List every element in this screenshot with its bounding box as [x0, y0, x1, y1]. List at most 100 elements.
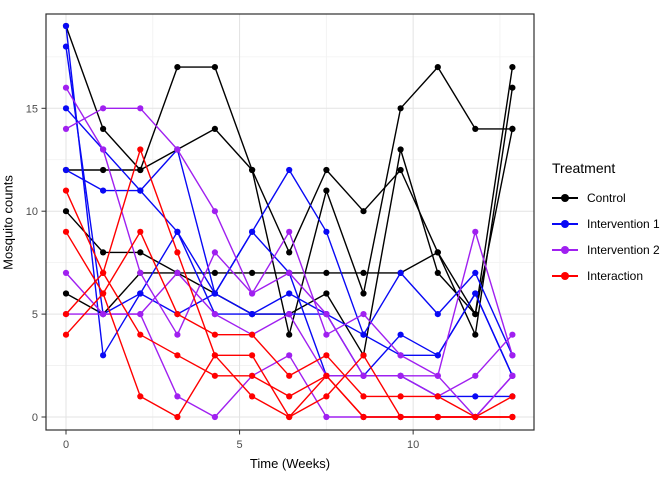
data-point	[360, 413, 367, 421]
data-point	[62, 269, 70, 276]
data-point	[286, 413, 293, 421]
data-point	[137, 311, 144, 318]
data-point	[62, 166, 70, 174]
data-point	[509, 352, 516, 359]
data-point	[323, 290, 330, 297]
data-point	[323, 331, 330, 338]
x-axis-title: Time (Weeks)	[249, 456, 331, 471]
data-point	[249, 393, 256, 400]
data-point	[62, 208, 70, 215]
data-point	[323, 393, 330, 400]
y-tick-label: 15	[26, 103, 38, 115]
data-point	[397, 146, 404, 153]
legend-key-intervention-1	[552, 217, 578, 231]
data-point	[360, 311, 367, 318]
data-point	[286, 331, 293, 338]
data-point	[211, 331, 218, 338]
legend-item-interaction: Interaction	[552, 263, 660, 289]
data-point	[249, 331, 256, 338]
legend-item-control: Control	[552, 185, 660, 211]
data-point	[211, 125, 218, 132]
data-point	[286, 372, 293, 379]
data-point	[249, 228, 256, 235]
data-point	[211, 208, 218, 215]
data-point	[360, 290, 367, 297]
legend-dot-swatch	[561, 272, 569, 280]
data-point	[100, 187, 107, 194]
y-tick-label: 5	[32, 309, 38, 321]
data-point	[137, 105, 144, 112]
data-point	[397, 331, 404, 338]
data-point	[137, 187, 144, 194]
data-point	[472, 372, 479, 379]
data-point	[137, 290, 144, 297]
data-point	[323, 352, 330, 359]
data-point	[286, 352, 293, 359]
legend-label-intervention-1: Intervention 1	[587, 217, 660, 231]
data-point	[323, 372, 330, 379]
data-point	[62, 22, 70, 30]
data-point	[509, 372, 516, 379]
legend: Treatment Control Intervention 1 Interve…	[552, 160, 660, 289]
data-point	[509, 64, 516, 71]
data-point	[323, 228, 330, 235]
data-point	[211, 249, 218, 256]
data-point	[62, 228, 70, 235]
legend-dot-swatch	[561, 194, 569, 202]
data-point	[62, 84, 70, 91]
data-point	[472, 269, 479, 276]
data-point	[286, 393, 293, 400]
data-point	[434, 269, 441, 276]
data-point	[211, 290, 218, 297]
data-point	[509, 125, 516, 132]
data-point	[286, 269, 293, 276]
legend-dot-swatch	[561, 220, 569, 228]
data-point	[137, 269, 144, 276]
data-point	[174, 393, 181, 400]
data-point	[100, 146, 107, 153]
legend-label-interaction: Interaction	[587, 269, 644, 283]
data-point	[174, 146, 181, 153]
data-point	[397, 413, 404, 421]
data-point	[472, 228, 479, 235]
data-point	[360, 208, 367, 215]
legend-key-interaction	[552, 269, 578, 283]
data-point	[472, 331, 479, 338]
data-point	[62, 43, 70, 50]
legend-item-intervention-1: Intervention 1	[552, 211, 660, 237]
data-point	[174, 64, 181, 71]
data-point	[174, 249, 181, 256]
x-tick-label: 5	[237, 439, 243, 451]
data-point	[62, 125, 70, 132]
data-point	[434, 352, 441, 359]
data-point	[249, 372, 256, 379]
data-point	[174, 413, 181, 421]
data-point	[509, 413, 516, 421]
data-point	[434, 64, 441, 71]
data-point	[211, 372, 218, 379]
data-point	[174, 331, 181, 338]
data-point	[100, 105, 107, 112]
data-point	[211, 352, 218, 359]
data-point	[397, 269, 404, 276]
data-point	[286, 228, 293, 235]
data-point	[174, 269, 181, 276]
data-point	[286, 249, 293, 256]
data-point	[137, 331, 144, 338]
data-point	[286, 166, 293, 174]
data-point	[434, 413, 441, 421]
data-point	[174, 228, 181, 235]
data-point	[62, 311, 70, 318]
data-point	[286, 290, 293, 297]
data-point	[323, 413, 330, 421]
data-point	[100, 269, 107, 276]
legend-label-intervention-2: Intervention 2	[587, 243, 660, 257]
data-point	[211, 413, 218, 421]
data-point	[137, 166, 144, 174]
data-point	[397, 352, 404, 359]
data-point	[360, 331, 367, 338]
data-point	[249, 269, 256, 276]
data-point	[62, 290, 70, 297]
data-point	[360, 269, 367, 276]
